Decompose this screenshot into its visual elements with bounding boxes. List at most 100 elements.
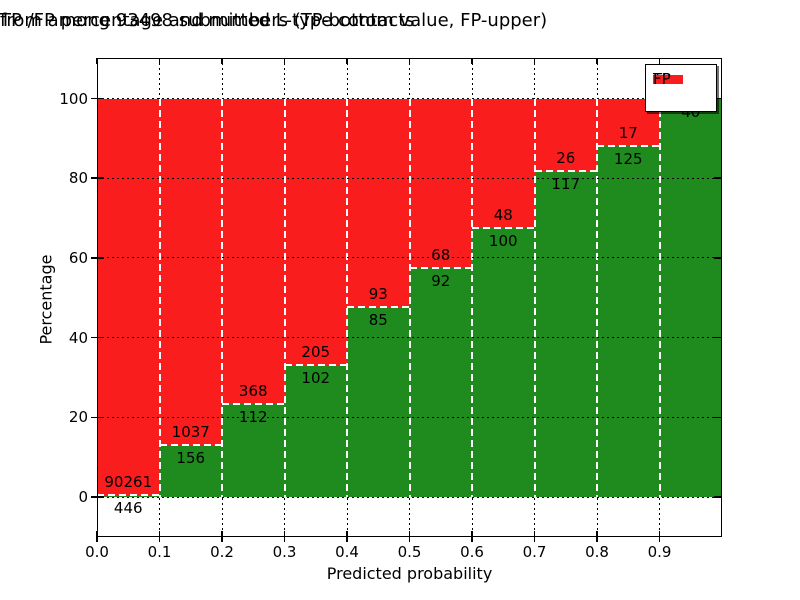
bar-edge-boundary [472, 226, 535, 229]
bar-fp-segment [284, 98, 347, 365]
bar-edge-boundary [97, 494, 160, 497]
bar-edge-vertical [408, 98, 411, 497]
bar-tp-segment [534, 170, 597, 497]
tp-count-label: 112 [238, 408, 268, 427]
legend-swatch-fp [653, 74, 683, 84]
bar-tp-segment [597, 146, 660, 497]
bar-edge-vertical [158, 98, 161, 497]
bar-fp-segment [409, 98, 472, 268]
bar-tp-segment [159, 444, 222, 497]
x-tick-bottom [596, 531, 598, 542]
bar-tp-segment [284, 364, 347, 497]
y-tick-right [714, 336, 722, 339]
x-tick-top [283, 58, 286, 64]
tp-count-label: 156 [176, 448, 206, 467]
x-tick-label: 0.1 [147, 543, 172, 561]
chart-title-line1: TP /FP percentage and numbers (TP-bottom… [0, 10, 548, 31]
x-tick-label: 0.7 [522, 543, 547, 561]
bar-tp-segment [222, 404, 285, 497]
fp-count-label: 93 [368, 284, 388, 303]
x-tick-top [96, 58, 98, 64]
legend: TPFP [645, 64, 717, 112]
bar-edge-vertical [533, 98, 536, 497]
bar-edge-boundary [222, 403, 285, 406]
y-tick-left [91, 257, 104, 259]
bar-fp-segment [347, 98, 410, 307]
x-tick-label: 0.3 [272, 543, 297, 561]
bar-edge-boundary [347, 305, 410, 308]
x-tick-top [533, 58, 536, 64]
bar-edge-boundary [597, 145, 660, 148]
axes-frame [97, 58, 722, 537]
bar-edge-boundary [534, 169, 597, 172]
x-tick-bottom [346, 531, 348, 542]
bar-tp-segment [347, 306, 410, 497]
bar-edge-boundary [284, 363, 347, 366]
y-gridline [97, 416, 722, 418]
x-tick-top [596, 58, 598, 64]
x-axis-label: Predicted probability [326, 564, 493, 583]
bar-edge-vertical [596, 98, 598, 497]
bar-edge-vertical [221, 98, 223, 497]
chart-title-line2: from among 93498 submitted L-type contac… [0, 10, 415, 31]
fp-count-label: 68 [431, 245, 451, 264]
bar-edge-boundary [159, 443, 222, 446]
tp-count-label: 92 [431, 271, 451, 290]
x-tick-label: 0.4 [335, 543, 359, 561]
bar-fp-segment [534, 98, 597, 171]
x-tick-bottom [658, 531, 661, 542]
tp-count-label: 85 [368, 310, 388, 329]
bar-fp-segment [159, 98, 222, 445]
x-tick-top [658, 58, 661, 64]
y-tick-label: 20 [68, 408, 88, 427]
fp-count-label: 1037 [171, 422, 210, 441]
y-tick-right [714, 416, 722, 419]
y-tick-label: 80 [68, 169, 88, 188]
y-tick-left [91, 416, 104, 419]
y-tick-left [91, 336, 104, 339]
tp-count-label: 117 [551, 174, 581, 193]
x-tick-bottom [408, 531, 411, 542]
fp-count-label: 368 [238, 382, 268, 401]
y-tick-right [714, 257, 722, 259]
y-gridline [97, 177, 722, 179]
bar-edge-vertical [658, 98, 661, 497]
x-tick-bottom [283, 531, 286, 542]
x-tick-label: 0.5 [397, 543, 422, 561]
x-tick-label: 0.8 [585, 543, 609, 561]
y-gridline [97, 496, 722, 498]
bar-edge-vertical [346, 98, 348, 497]
x-tick-top [471, 58, 473, 64]
y-tick-right [714, 97, 722, 100]
y-tick-right [714, 496, 722, 498]
x-tick-bottom [471, 531, 473, 542]
y-tick-left [91, 496, 104, 498]
y-axis-label: Percentage [36, 254, 56, 345]
y-tick-label: 60 [68, 248, 88, 267]
x-tick-label: 0.2 [210, 543, 234, 561]
legend-label-fp: FP [653, 70, 671, 88]
x-tick-top [221, 58, 223, 64]
y-gridline [97, 337, 722, 339]
y-tick-left [91, 97, 104, 100]
x-tick-bottom [158, 531, 161, 542]
bar-fp-segment [222, 98, 285, 405]
fp-count-label: 17 [618, 124, 638, 143]
x-tick-bottom [533, 531, 536, 542]
x-tick-top [408, 58, 411, 64]
fp-count-label: 48 [493, 205, 513, 224]
x-tick-bottom [221, 531, 223, 542]
y-tick-label: 0 [78, 488, 88, 506]
y-tick-right [714, 177, 722, 179]
fp-count-label: 205 [301, 342, 331, 361]
x-tick-label: 0.6 [460, 543, 484, 561]
bar-fp-segment [97, 98, 160, 496]
tp-count-label: 125 [613, 150, 643, 169]
bar-fp-segment [472, 98, 535, 228]
x-tick-top [158, 58, 161, 64]
x-tick-label: 0.0 [85, 543, 109, 561]
tp-count-label: 100 [488, 231, 518, 250]
bar-tp-segment [409, 267, 472, 497]
